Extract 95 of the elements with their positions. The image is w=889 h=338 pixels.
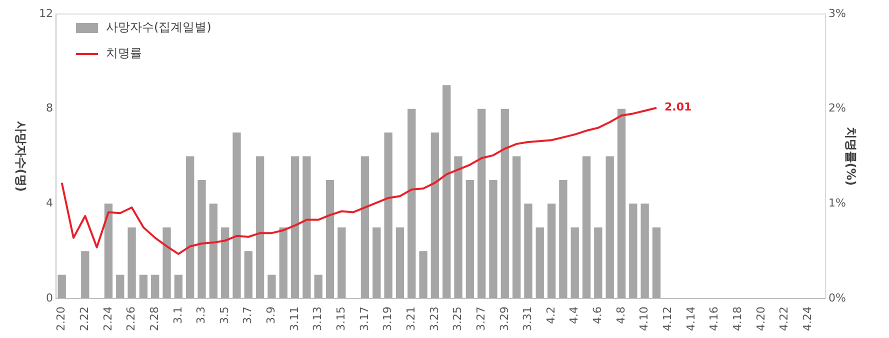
bar <box>256 156 264 299</box>
bar <box>128 227 136 299</box>
bar <box>454 156 462 299</box>
x-tick-label: 4.12 <box>661 306 674 332</box>
y2-tick-label: 2% <box>828 102 846 115</box>
bar <box>279 227 288 299</box>
bar <box>629 204 638 299</box>
bar <box>198 180 206 299</box>
x-tick-label: 3.23 <box>428 306 441 332</box>
bar <box>594 227 602 299</box>
x-tick-label: 3.1 <box>171 306 184 324</box>
bar <box>466 180 474 299</box>
bar <box>314 274 322 299</box>
x-tick-label: 3.13 <box>311 306 324 332</box>
bar <box>570 227 579 299</box>
x-tick-label: 3.31 <box>521 306 534 332</box>
bar <box>244 251 252 299</box>
bar <box>302 156 311 299</box>
x-tick-label: 4.6 <box>591 306 604 324</box>
bar <box>396 227 404 299</box>
legend-label: 사망자수(집계일별) <box>106 20 212 34</box>
x-tick-label: 3.5 <box>218 306 231 324</box>
bar <box>384 132 392 299</box>
x-tick-label: 2.20 <box>54 306 68 332</box>
x-tick-label: 3.29 <box>498 306 511 332</box>
bar <box>174 274 183 299</box>
bar <box>104 204 113 299</box>
data-label: 2.01 <box>664 100 692 114</box>
x-tick-label: 4.2 <box>544 306 558 324</box>
x-tick-label: 2.28 <box>148 306 161 332</box>
x-tick-label: 2.22 <box>78 306 92 332</box>
bar <box>326 180 334 299</box>
bar <box>58 274 66 299</box>
x-tick-label: 3.7 <box>241 306 254 324</box>
x-tick-label: 2.24 <box>101 306 114 332</box>
bar <box>162 227 171 299</box>
x-tick-label: 4.8 <box>614 306 628 324</box>
y2-tick-label: 0% <box>828 291 846 304</box>
x-tick-label: 4.4 <box>568 306 581 324</box>
bar <box>116 274 124 299</box>
y-axis-title: 사망자수(명) <box>14 120 28 192</box>
bar <box>408 108 416 299</box>
bar <box>547 204 556 299</box>
bar <box>220 227 230 299</box>
x-tick-label: 4.24 <box>800 306 814 332</box>
bar <box>512 156 521 299</box>
x-tick-label: 3.19 <box>381 306 394 332</box>
bar <box>360 156 370 299</box>
x-tick-label: 4.22 <box>778 306 791 332</box>
y-tick-label: 12 <box>38 6 53 20</box>
x-tick-label: 3.21 <box>404 306 418 332</box>
bar <box>559 180 568 299</box>
bar <box>536 227 544 299</box>
legend-label: 치명률 <box>106 46 142 60</box>
x-tick-label: 3.15 <box>334 306 348 332</box>
bar <box>524 204 532 299</box>
x-tick-label: 3.27 <box>474 306 488 332</box>
y-tick-label: 0 <box>46 291 53 304</box>
bar <box>268 274 276 299</box>
bar <box>652 227 661 299</box>
x-tick-label: 3.25 <box>451 306 464 332</box>
x-tick-label: 4.16 <box>708 306 721 332</box>
bar <box>478 108 486 299</box>
bar <box>640 204 649 299</box>
bar <box>139 274 148 299</box>
x-tick-label: 4.20 <box>754 306 768 332</box>
x-tick-label: 4.10 <box>638 306 651 332</box>
bar <box>442 85 451 299</box>
y-tick-label: 8 <box>46 102 53 115</box>
y2-tick-label: 1% <box>828 196 846 210</box>
bar <box>151 274 160 299</box>
bar <box>232 132 241 299</box>
x-tick-label: 3.3 <box>194 306 208 324</box>
bar <box>419 251 428 299</box>
y2-tick-label: 3% <box>828 6 846 20</box>
x-tick-label: 4.18 <box>730 306 744 332</box>
bar <box>489 180 498 299</box>
bar <box>338 227 346 299</box>
x-tick-label: 3.11 <box>288 306 301 332</box>
bar <box>500 108 509 299</box>
bar <box>186 156 194 299</box>
x-tick-label: 4.14 <box>684 306 698 332</box>
bar <box>81 251 90 299</box>
bar <box>290 156 300 299</box>
bar <box>209 204 218 299</box>
bar <box>617 108 626 299</box>
bar <box>606 156 614 299</box>
x-tick-label: 3.17 <box>358 306 371 332</box>
x-tick-label: 3.9 <box>264 306 278 324</box>
bar <box>582 156 591 299</box>
y2-axis-title: 치명률(%) <box>844 126 858 186</box>
y-tick-label: 4 <box>46 196 53 210</box>
bar <box>372 227 381 299</box>
x-tick-label: 2.26 <box>124 306 138 332</box>
bar <box>430 132 440 299</box>
